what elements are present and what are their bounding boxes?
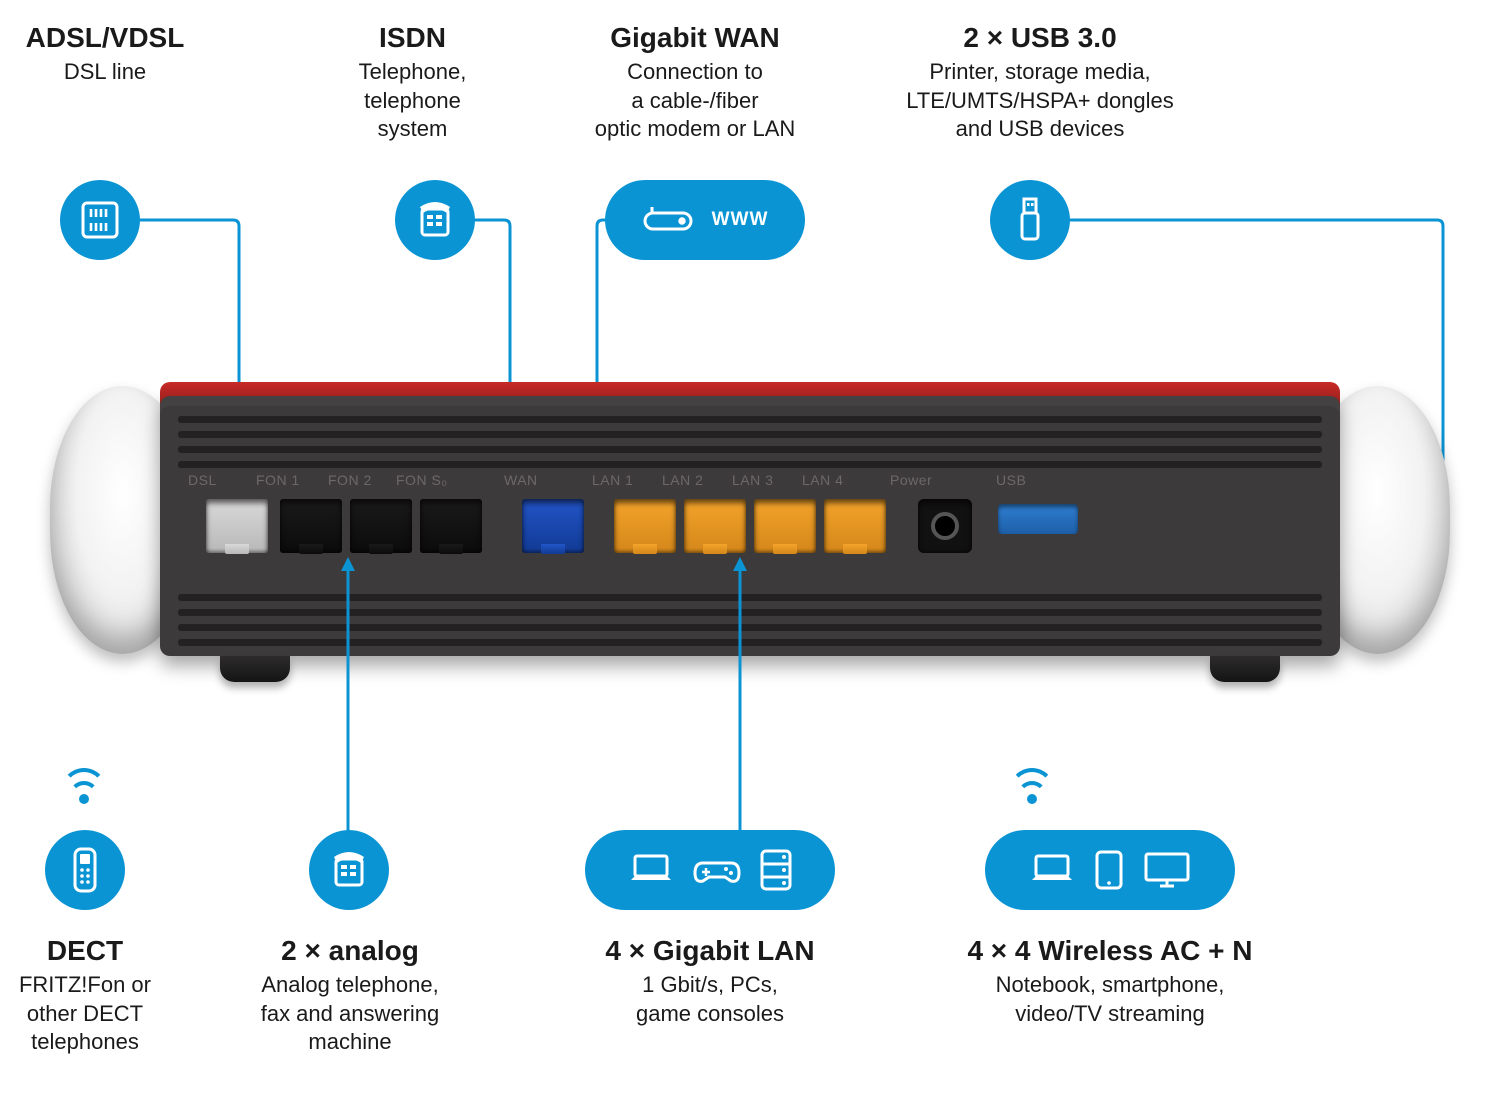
feature-dect-title: DECT — [0, 935, 180, 967]
feature-wlan-desc: Notebook, smartphone,video/TV streaming — [940, 971, 1280, 1028]
analog-phone-icon — [309, 830, 389, 910]
dect-wifi-icon — [56, 768, 112, 804]
gamepad-icon — [693, 853, 741, 887]
feature-dect-desc: FRITZ!Fon orother DECTtelephones — [0, 971, 180, 1057]
glan-icon-badge — [585, 830, 835, 910]
laptop-icon — [627, 852, 675, 888]
connector-glan — [0, 0, 1500, 900]
wlan-icon-badge — [985, 830, 1235, 910]
wlan-wifi-icon — [1004, 768, 1060, 804]
tablet-icon — [1094, 849, 1124, 891]
feature-analog-desc: Analog telephone,fax and answeringmachin… — [220, 971, 480, 1057]
feature-analog-title: 2 × analog — [220, 935, 480, 967]
feature-wlan-title: 4 × 4 Wireless AC + N — [940, 935, 1280, 967]
feature-wlan: 4 × 4 Wireless AC + N Notebook, smartpho… — [940, 935, 1280, 1028]
feature-dect: DECT FRITZ!Fon orother DECTtelephones — [0, 935, 180, 1057]
monitor-icon — [1142, 850, 1192, 890]
server-icon — [759, 848, 793, 892]
feature-analog: 2 × analog Analog telephone,fax and answ… — [220, 935, 480, 1057]
arrow-glan — [733, 557, 747, 571]
feature-glan-desc: 1 Gbit/s, PCs,game consoles — [560, 971, 860, 1028]
feature-glan-title: 4 × Gigabit LAN — [560, 935, 860, 967]
feature-glan: 4 × Gigabit LAN 1 Gbit/s, PCs,game conso… — [560, 935, 860, 1028]
laptop-icon-2 — [1028, 852, 1076, 888]
dect-phone-icon — [45, 830, 125, 910]
